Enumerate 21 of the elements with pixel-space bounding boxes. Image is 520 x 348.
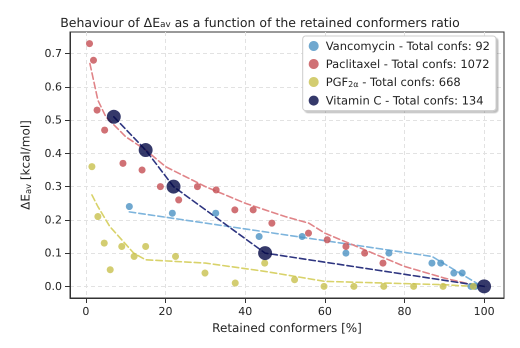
y-tick-label: 0.0 xyxy=(44,280,62,293)
y-tick-label: 0.3 xyxy=(44,180,62,194)
x-axis-title: Retained conformers [%] xyxy=(212,321,362,335)
y-axis-title: ΔEav [kcal/mol] xyxy=(18,120,33,210)
y-tick-label: 0.2 xyxy=(44,213,62,226)
legend-label: PGF2α - Total confs: 668 xyxy=(326,75,461,90)
legend-label: Vitamin C - Total confs: 134 xyxy=(326,94,484,108)
x-tick-label: 100 xyxy=(474,305,495,318)
legend-label: Vancomycin - Total confs: 92 xyxy=(326,39,490,53)
x-tick-label: 80 xyxy=(397,305,412,318)
legend-label: Paclitaxel - Total confs: 1072 xyxy=(326,57,490,71)
x-tick-label: 60 xyxy=(318,305,332,318)
y-tick-label: 0.4 xyxy=(44,146,62,160)
y-tick-label: 0.1 xyxy=(44,246,62,260)
y-tick-label: 0.6 xyxy=(44,80,62,94)
chart-title: Behaviour of ΔEav as a function of the retained conformers ratio xyxy=(60,14,460,30)
x-tick-label: 20 xyxy=(158,305,173,318)
y-tick-label: 0.7 xyxy=(44,47,62,60)
y-tick-label: 0.5 xyxy=(44,114,62,127)
x-tick-label: 40 xyxy=(238,305,252,318)
x-tick-label: 0 xyxy=(82,305,90,318)
